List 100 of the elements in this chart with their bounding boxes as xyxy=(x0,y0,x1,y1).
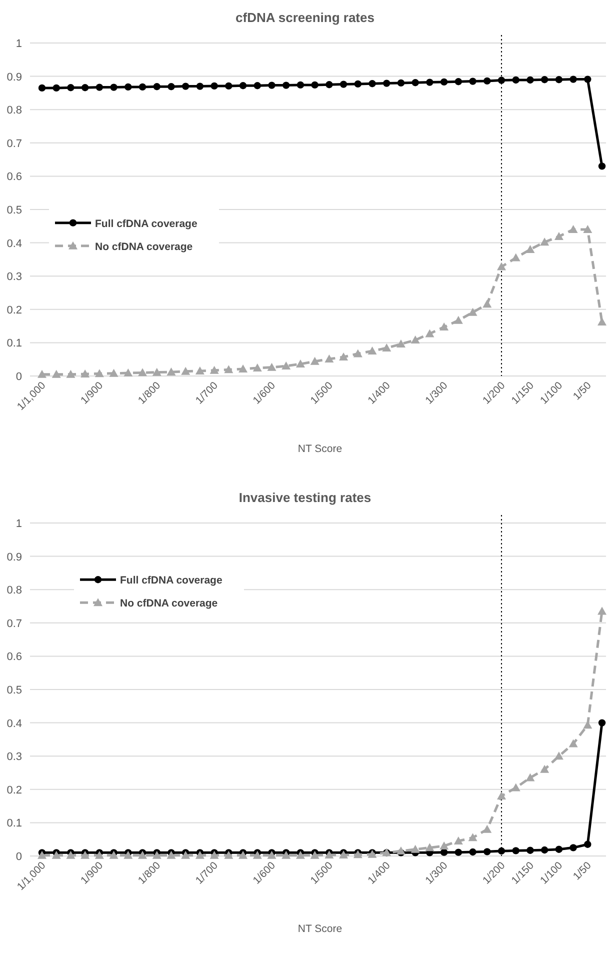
point xyxy=(468,833,478,842)
point xyxy=(94,369,104,378)
point xyxy=(397,79,405,87)
point xyxy=(94,850,104,859)
point xyxy=(254,82,261,90)
point xyxy=(583,224,592,233)
point xyxy=(484,77,491,85)
legend-label: Full cfDNA coverage xyxy=(95,218,198,230)
point xyxy=(66,850,76,859)
point xyxy=(296,360,305,368)
y-tick-label: 0.2 xyxy=(6,784,22,796)
y-tick-label: 0.4 xyxy=(6,718,22,730)
point xyxy=(540,76,548,84)
y-tick-label: 0.7 xyxy=(6,618,22,630)
y-tick-label: 0.5 xyxy=(6,204,22,216)
y-tick-label: 0.1 xyxy=(6,818,22,830)
point xyxy=(353,349,362,358)
point xyxy=(110,84,118,91)
point xyxy=(482,300,492,308)
point xyxy=(38,850,46,859)
point xyxy=(410,336,420,344)
point xyxy=(181,366,190,375)
point xyxy=(570,844,577,852)
point xyxy=(426,78,434,86)
point xyxy=(570,76,577,83)
point xyxy=(38,370,46,378)
point xyxy=(267,362,276,371)
point xyxy=(440,322,449,331)
point xyxy=(440,848,448,856)
point xyxy=(511,783,520,792)
y-tick-label: 0.6 xyxy=(6,171,22,184)
point xyxy=(410,844,420,853)
chart-title: cfDNA screening rates xyxy=(236,10,374,25)
point xyxy=(598,162,606,170)
y-tick-label: 0.7 xyxy=(6,138,22,150)
y-tick-label: 0.9 xyxy=(6,551,22,564)
point xyxy=(168,83,175,90)
point xyxy=(52,850,61,859)
point xyxy=(124,368,133,377)
point xyxy=(225,82,232,90)
point xyxy=(52,370,61,378)
point xyxy=(196,82,204,90)
point xyxy=(268,82,276,89)
y-tick-label: 0.8 xyxy=(6,584,22,597)
point xyxy=(152,368,162,376)
point xyxy=(152,850,162,859)
y-tick-label: 0.5 xyxy=(6,684,22,696)
y-tick-label: 1 xyxy=(16,38,22,50)
point xyxy=(282,82,290,89)
point xyxy=(210,366,219,374)
point xyxy=(210,850,219,859)
point xyxy=(368,80,376,88)
point xyxy=(469,848,476,856)
point xyxy=(425,329,434,338)
chart-title: Invasive testing rates xyxy=(238,490,372,505)
point xyxy=(124,850,133,859)
point xyxy=(224,365,234,374)
point xyxy=(282,362,291,370)
point xyxy=(66,370,76,378)
y-tick-label: 0.1 xyxy=(6,338,22,350)
point xyxy=(555,846,563,853)
point xyxy=(109,368,118,377)
y-tick-label: 0.2 xyxy=(6,304,22,316)
point xyxy=(195,366,204,375)
point xyxy=(598,318,606,326)
point xyxy=(310,850,320,859)
point xyxy=(182,82,190,90)
point xyxy=(598,719,606,726)
point xyxy=(440,78,448,86)
point xyxy=(138,368,148,376)
point xyxy=(526,76,534,84)
point xyxy=(425,843,434,852)
x-axis-title: NT Score xyxy=(298,923,342,935)
point xyxy=(526,244,535,253)
point xyxy=(195,850,204,859)
point xyxy=(296,850,305,859)
point xyxy=(81,84,89,92)
point xyxy=(252,364,262,372)
point xyxy=(540,238,550,246)
point xyxy=(454,848,462,856)
point xyxy=(166,368,176,376)
point xyxy=(340,80,348,88)
point xyxy=(512,847,520,854)
point xyxy=(540,764,550,773)
point xyxy=(311,81,318,89)
point xyxy=(440,842,449,850)
y-tick-label: 0.6 xyxy=(6,651,22,664)
point xyxy=(252,850,262,859)
point xyxy=(554,232,564,240)
point xyxy=(454,316,463,324)
point xyxy=(526,846,534,854)
y-tick-label: 0.4 xyxy=(6,238,22,250)
y-tick-label: 0.3 xyxy=(6,271,22,284)
point xyxy=(396,846,406,855)
point xyxy=(496,262,506,270)
point xyxy=(584,76,592,83)
point xyxy=(482,824,492,833)
point xyxy=(296,81,304,89)
point xyxy=(498,76,506,84)
point xyxy=(238,850,248,859)
